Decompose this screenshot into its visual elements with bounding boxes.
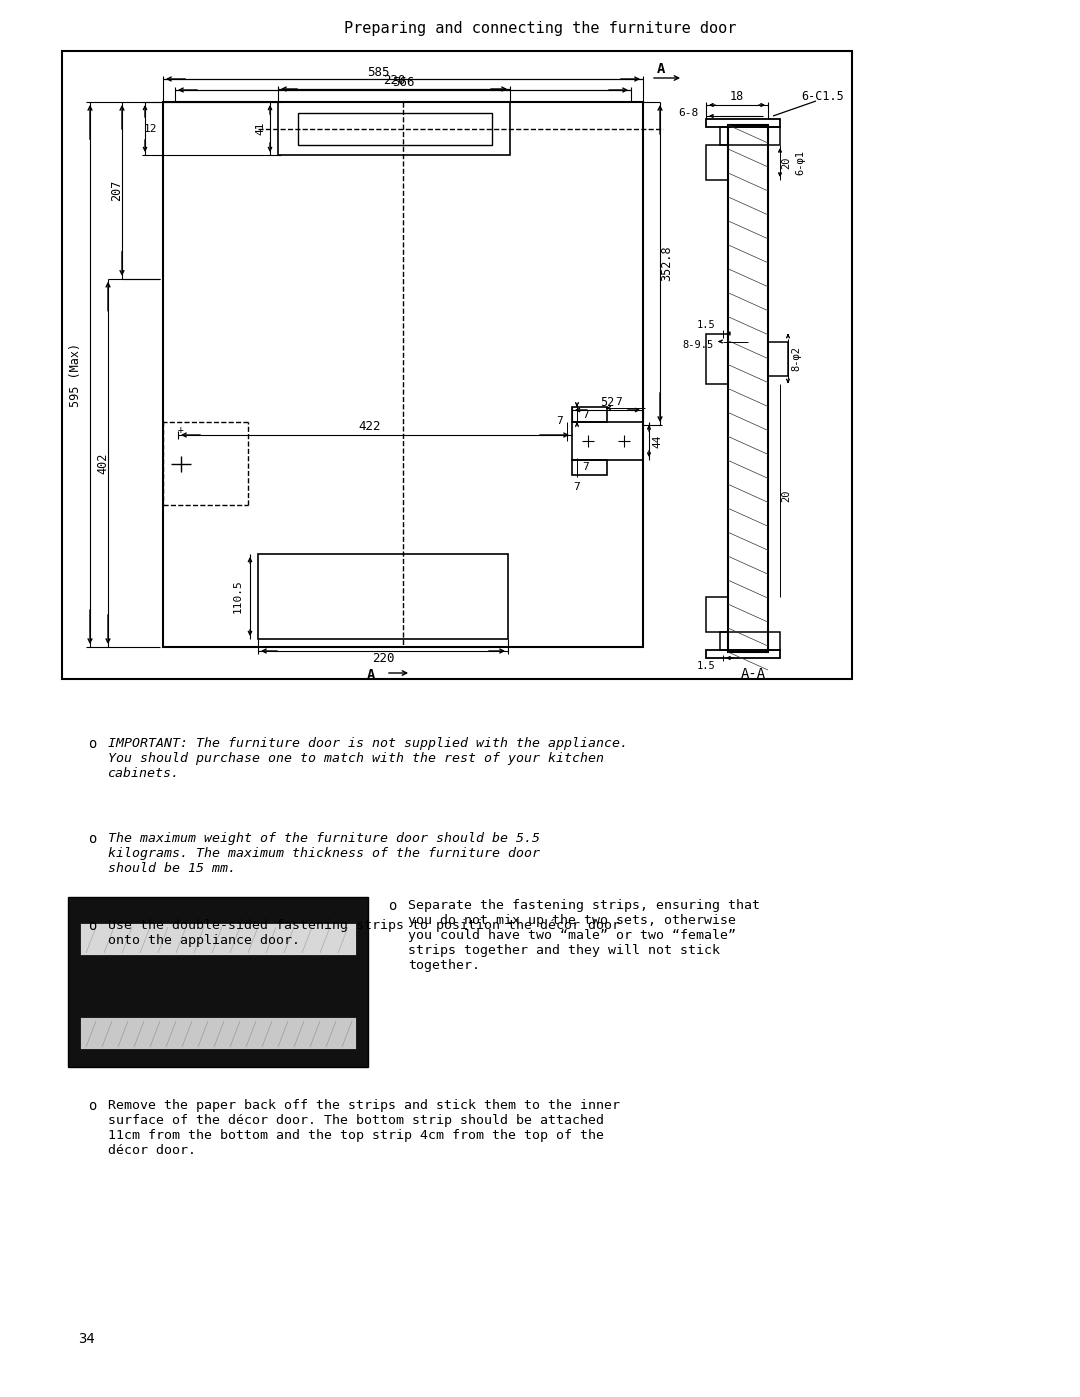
- Bar: [728, 124, 768, 652]
- Text: 1.5: 1.5: [697, 320, 715, 331]
- Text: Remove the paper back off the strips and stick them to the inner
surface of the : Remove the paper back off the strips and…: [108, 1099, 620, 1157]
- Text: 595 (Max): 595 (Max): [69, 342, 82, 407]
- Text: 8-9.5: 8-9.5: [683, 341, 714, 351]
- Text: 585: 585: [367, 66, 389, 78]
- Text: A-A: A-A: [741, 666, 766, 680]
- Bar: [706, 145, 728, 180]
- Bar: [706, 334, 728, 384]
- Text: 402: 402: [96, 453, 109, 474]
- Bar: [572, 422, 643, 460]
- Text: 20: 20: [781, 156, 791, 169]
- Bar: [62, 52, 852, 679]
- Text: 12: 12: [144, 123, 157, 134]
- Bar: [720, 127, 780, 145]
- Text: 110.5: 110.5: [233, 580, 243, 613]
- Text: 6-8: 6-8: [678, 108, 698, 117]
- Text: 18: 18: [730, 91, 744, 103]
- Text: 566: 566: [392, 77, 415, 89]
- Text: 6-φ1: 6-φ1: [795, 149, 805, 175]
- Text: o: o: [388, 900, 396, 914]
- Text: 52: 52: [600, 395, 615, 408]
- Bar: [298, 113, 492, 145]
- Bar: [706, 597, 728, 631]
- Bar: [572, 460, 607, 475]
- Text: IMPORTANT: The furniture door is not supplied with the appliance.
You should pur: IMPORTANT: The furniture door is not sup…: [108, 738, 627, 780]
- Bar: [80, 1017, 356, 1049]
- Text: 7: 7: [616, 397, 622, 407]
- Text: 7: 7: [573, 482, 580, 492]
- Text: 207: 207: [110, 180, 123, 201]
- Text: Separate the fastening strips, ensuring that
you do not mix up the two sets, oth: Separate the fastening strips, ensuring …: [408, 900, 760, 972]
- Text: A: A: [657, 61, 665, 75]
- Text: Use the double-sided fastening strips to position the décor door
onto the applia: Use the double-sided fastening strips to…: [108, 919, 620, 947]
- Bar: [706, 119, 780, 127]
- Text: 8-φ2: 8-φ2: [791, 346, 801, 372]
- Text: 220: 220: [372, 652, 394, 665]
- Text: 1.5: 1.5: [697, 661, 715, 671]
- Text: Preparing and connecting the furniture door: Preparing and connecting the furniture d…: [343, 21, 737, 36]
- Text: 20: 20: [781, 489, 791, 502]
- Text: o: o: [87, 919, 96, 933]
- Text: 422: 422: [359, 420, 381, 433]
- Text: 7: 7: [582, 462, 590, 472]
- Text: o: o: [87, 1099, 96, 1113]
- Text: o: o: [87, 738, 96, 752]
- Bar: [278, 102, 510, 155]
- Text: 6-C1.5: 6-C1.5: [801, 91, 845, 103]
- Text: o: o: [87, 833, 96, 847]
- Bar: [163, 102, 643, 647]
- Bar: [768, 341, 788, 376]
- Bar: [706, 650, 780, 658]
- Text: A: A: [367, 668, 375, 682]
- Bar: [258, 555, 508, 638]
- Text: 7: 7: [582, 409, 590, 419]
- Text: The maximum weight of the furniture door should be 5.5
kilograms. The maximum th: The maximum weight of the furniture door…: [108, 833, 540, 875]
- Text: 44: 44: [652, 434, 662, 448]
- Text: 220: 220: [382, 74, 405, 88]
- Text: +: +: [178, 425, 184, 434]
- Text: 352.8: 352.8: [661, 246, 674, 281]
- Bar: [68, 897, 368, 1067]
- Text: 41: 41: [255, 122, 265, 136]
- Text: 7: 7: [556, 416, 564, 426]
- Bar: [80, 923, 356, 956]
- Text: 34: 34: [78, 1331, 95, 1345]
- Bar: [720, 631, 780, 650]
- Bar: [572, 407, 607, 422]
